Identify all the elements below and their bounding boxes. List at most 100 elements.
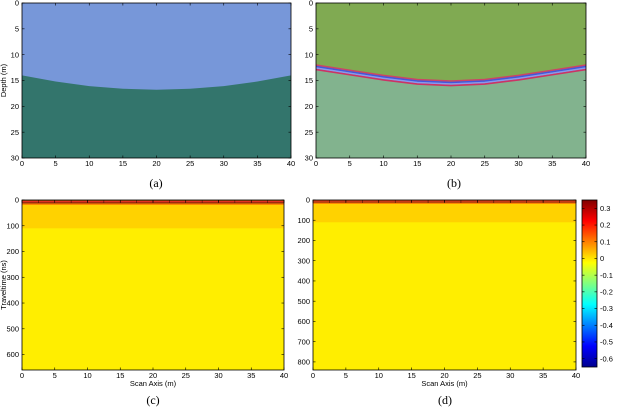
y-axis-label: Traveltime (ns): [0, 260, 8, 310]
y-tick-label: 25: [305, 128, 313, 137]
y-tick-label: 5: [15, 24, 19, 33]
caption-d: (d): [438, 393, 452, 407]
colorbar: 0.3 0.2 0.1 0 -0.1 -0.2 -0.3 -0.4 -0.5 -0.6: [581, 199, 613, 368]
x-tick-label: 20: [447, 159, 455, 168]
reflection-band: [313, 204, 576, 223]
y-tick-label: 25: [11, 128, 19, 137]
x-tick-label: 40: [582, 159, 590, 168]
x-tick-label: 15: [407, 371, 415, 380]
colorbar-tick-label: 0.2: [600, 221, 610, 230]
x-tick-label: 15: [413, 159, 421, 168]
y-axis-label: Depth (m): [0, 63, 8, 97]
y-tick-label: 700: [297, 337, 310, 346]
y-tick-label: 600: [297, 317, 310, 326]
caption-c: (c): [146, 393, 159, 407]
y-tick-label: 500: [6, 324, 19, 333]
caption-a: (a): [149, 176, 162, 190]
x-tick-label: 5: [344, 371, 348, 380]
interface-band-line: [315, 64, 587, 82]
y-tick-label: 100: [6, 221, 19, 230]
y-tick-label: 15: [305, 76, 313, 85]
x-tick-label: 15: [116, 371, 124, 380]
x-tick-label: 10: [375, 371, 383, 380]
colorbar-tick-label: -0.6: [600, 354, 613, 363]
panel-b: 0 5 10 15 20 25 30 35 40 0 5 10 15 20 25 30: [305, 0, 591, 168]
lower-layer: [22, 75, 291, 158]
plot-frame: [315, 2, 587, 159]
y-tick-label: 800: [297, 358, 310, 367]
x-tick-label: 40: [572, 371, 580, 380]
y-tick-label: 30: [11, 154, 19, 163]
colorbar-tick-label: 0.3: [600, 204, 610, 213]
colorbar-tick-label: -0.1: [600, 271, 613, 280]
plot-frame: [21, 2, 292, 159]
x-tick-label: 40: [280, 371, 288, 380]
x-tick-label: 40: [287, 159, 295, 168]
y-tick-label: 10: [305, 50, 313, 59]
panel-a: 0 5 10 15 20 25 30 35 40 0 5 10 15 20 25 30 Depth (m): [0, 0, 295, 168]
y-tick-label: 0: [309, 0, 313, 8]
colorbar-tick-label: -0.4: [600, 321, 613, 330]
colorbar-fill: [582, 200, 597, 367]
x-axis-label: Scan Axis (m): [421, 379, 468, 388]
x-tick-label: 30: [214, 371, 222, 380]
x-tick-label: 25: [473, 371, 481, 380]
plot-frame: [312, 199, 577, 371]
y-tick-label: 15: [11, 76, 19, 85]
interface-band-line: [315, 67, 587, 85]
interface-band-line: [315, 68, 587, 87]
x-tick-label: 25: [182, 371, 190, 380]
y-tick-label: 300: [297, 256, 310, 265]
y-tick-label: 100: [297, 216, 310, 225]
y-tick-label: 0: [15, 0, 19, 8]
x-tick-label: 15: [119, 159, 127, 168]
y-tick-label: 20: [11, 102, 19, 111]
reflection-band: [313, 202, 576, 205]
colorbar-tick-label: -0.3: [600, 304, 613, 313]
x-tick-label: 20: [149, 371, 157, 380]
panel-c: 0 5 10 15 20 25 30 35 400100200300400500600Scan …: [0, 196, 288, 388]
colorbar-frame: [581, 199, 598, 368]
x-tick-label: 35: [247, 371, 255, 380]
caption-b: (b): [447, 176, 461, 190]
x-tick-label: 0: [314, 159, 318, 168]
y-tick-label: 30: [305, 154, 313, 163]
colorbar-tick-label: 0: [600, 254, 604, 263]
y-tick-label: 0: [15, 196, 19, 205]
x-tick-label: 5: [53, 371, 57, 380]
x-tick-label: 0: [20, 159, 24, 168]
y-tick-label: 5: [309, 24, 313, 33]
y-tick-label: 20: [305, 102, 313, 111]
colorbar-tick-label: -0.2: [600, 287, 613, 296]
x-tick-label: 35: [548, 159, 556, 168]
x-tick-label: 30: [514, 159, 522, 168]
background-field: [313, 200, 576, 370]
y-tick-label: 400: [6, 299, 19, 308]
interface-band-line: [315, 65, 587, 84]
plot-frame: [21, 199, 285, 371]
x-tick-label: 10: [85, 159, 93, 168]
x-tick-label: 10: [379, 159, 387, 168]
y-tick-label: 500: [297, 297, 310, 306]
y-tick-label: 400: [297, 277, 310, 286]
x-tick-label: 0: [311, 371, 315, 380]
y-tick-label: 10: [11, 50, 19, 59]
x-tick-label: 30: [506, 371, 514, 380]
x-tick-label: 25: [481, 159, 489, 168]
y-tick-label: 200: [297, 236, 310, 245]
x-tick-label: 35: [539, 371, 547, 380]
x-tick-label: 35: [253, 159, 261, 168]
reflection-band: [22, 203, 284, 206]
x-tick-label: 0: [20, 371, 24, 380]
x-tick-label: 5: [54, 159, 58, 168]
lower-layer: [316, 69, 586, 158]
x-tick-label: 25: [186, 159, 194, 168]
panel-d: 0 5 10 15 20 25 30 35 40010020030040050060070080…: [297, 196, 580, 388]
y-tick-label: 200: [6, 247, 19, 256]
x-tick-label: 5: [348, 159, 352, 168]
x-tick-label: 30: [220, 159, 228, 168]
colorbar-tick-label: 0.1: [600, 237, 610, 246]
y-tick-label: 600: [6, 350, 19, 359]
reflection-band: [22, 205, 284, 229]
